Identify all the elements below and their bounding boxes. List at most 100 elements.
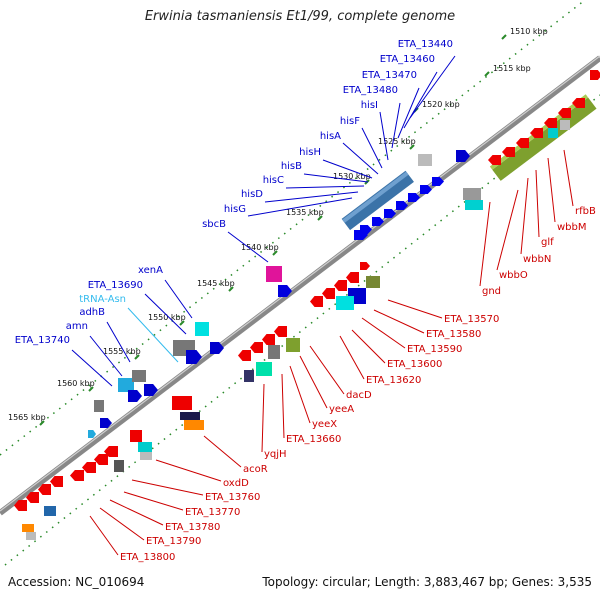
gene-label-forward: ETA_13440 <box>398 39 453 50</box>
major-tick <box>272 250 278 256</box>
gene-arrow <box>334 280 347 291</box>
gene-block <box>26 532 36 540</box>
gene-label-reverse: ETA_13570 <box>444 314 499 325</box>
leader-line <box>520 177 529 255</box>
gene-arrow <box>488 155 501 165</box>
gene-block <box>465 200 483 210</box>
gene-label-forward: ETA_13470 <box>362 70 417 81</box>
major-tick <box>228 286 234 292</box>
leader-line <box>409 55 456 119</box>
leader-line <box>285 185 365 189</box>
backbone-highlight <box>0 55 600 512</box>
gene-label-forward: ETA_13740 <box>15 335 70 346</box>
major-tick <box>88 386 94 392</box>
gene-arrow <box>420 185 432 194</box>
gene-label-reverse: ETA_13590 <box>407 344 462 355</box>
leader-line <box>303 173 369 183</box>
leader-line <box>106 321 131 363</box>
gene-arrow <box>128 390 142 402</box>
leader-line <box>109 499 164 526</box>
leader-line <box>99 507 145 541</box>
gene-block <box>286 338 300 352</box>
gene-label-reverse: wbbM <box>557 222 587 233</box>
tick-label: 1525 kbp <box>378 137 416 146</box>
accession-text: Accession: NC_010694 <box>8 575 145 589</box>
gene-arrow <box>26 492 39 503</box>
leader-line <box>342 142 379 175</box>
gene-arrow <box>530 128 543 138</box>
gene-labels: ETA_13440 ETA_13460 ETA_13470 ETA_13480 hisI… <box>15 39 596 563</box>
tick-label: 1540 kbp <box>241 243 279 252</box>
gene-arrow <box>384 209 396 218</box>
leader-line <box>309 345 345 395</box>
gene-label-reverse: yqjH <box>264 449 287 460</box>
leader-line <box>535 169 540 238</box>
gene-arrow <box>516 138 529 148</box>
gene-label-reverse: ETA_13580 <box>426 329 481 340</box>
leader-line <box>403 71 438 129</box>
gene-arrow <box>590 70 600 80</box>
gene-block <box>94 400 104 412</box>
gene-arrow <box>82 462 96 473</box>
gene-label-reverse: ETA_13660 <box>286 434 341 445</box>
gene-arrow <box>70 470 84 481</box>
gene-arrow <box>354 230 368 240</box>
gene-block <box>548 128 558 138</box>
gene-label-reverse: gnd <box>482 286 501 297</box>
gene-block <box>268 345 280 359</box>
gene-label-reverse: ETA_13770 <box>185 507 240 518</box>
gene-arrow <box>88 430 96 438</box>
gene-label-forward: hisC <box>263 175 284 186</box>
leader-line <box>563 149 574 207</box>
gene-block <box>114 460 124 472</box>
gene-arrow <box>372 217 384 226</box>
gene-arrow <box>250 342 263 353</box>
gene-label-reverse: yeeX <box>312 419 337 430</box>
tick-layer: 1510 kbp 1515 kbp 1520 kbp 1525 kbp 1530 kbp… <box>8 27 548 426</box>
leader-line <box>89 335 123 377</box>
gene-label-forward: hisH <box>299 147 321 158</box>
major-tick <box>409 144 415 150</box>
major-tick <box>484 71 490 77</box>
gene-label-reverse: ETA_13790 <box>146 536 201 547</box>
gene-arrow <box>408 193 420 202</box>
gene-label-forward: sbcB <box>202 219 226 230</box>
gene-label-forward: hisI <box>361 100 378 111</box>
tick-label: 1545 kbp <box>197 279 235 288</box>
gene-label-reverse: ETA_13620 <box>366 375 421 386</box>
gene-label-reverse: ETA_13760 <box>205 492 260 503</box>
gene-block <box>22 524 34 532</box>
gene-block <box>560 120 570 130</box>
major-tick <box>39 420 45 426</box>
leader-lines <box>71 55 574 556</box>
major-tick <box>134 354 140 360</box>
gene-arrow <box>502 147 515 157</box>
gene-label-reverse: wbbN <box>523 254 551 265</box>
gene-label-forward: adhB <box>79 307 105 318</box>
major-tick <box>317 215 323 221</box>
gene-label-forward: hisA <box>320 131 341 142</box>
gene-arrow <box>94 454 108 465</box>
leader-line <box>203 435 242 468</box>
gene-block <box>244 370 254 382</box>
gene-block <box>195 322 209 336</box>
backbone <box>0 55 600 516</box>
gene-label-reverse: glf <box>541 237 554 248</box>
leader-line <box>387 299 443 319</box>
leader-line <box>247 197 353 217</box>
leader-line <box>496 189 519 271</box>
gene-block <box>463 188 481 200</box>
gene-label-reverse: dacD <box>346 390 372 401</box>
gene-block <box>132 370 146 382</box>
gene-label-reverse: rfbB <box>575 206 596 217</box>
gene-arrow <box>456 150 470 162</box>
gene-label-reverse: ETA_13780 <box>165 522 220 533</box>
gene-arrow <box>322 288 335 299</box>
gene-block <box>140 452 152 460</box>
gene-arrow <box>310 296 323 307</box>
gene-block <box>118 378 134 392</box>
major-tick <box>501 34 507 40</box>
gene-arrow <box>396 201 408 210</box>
gene-label-reverse: acoR <box>243 464 268 475</box>
gene-arrow <box>38 484 51 495</box>
